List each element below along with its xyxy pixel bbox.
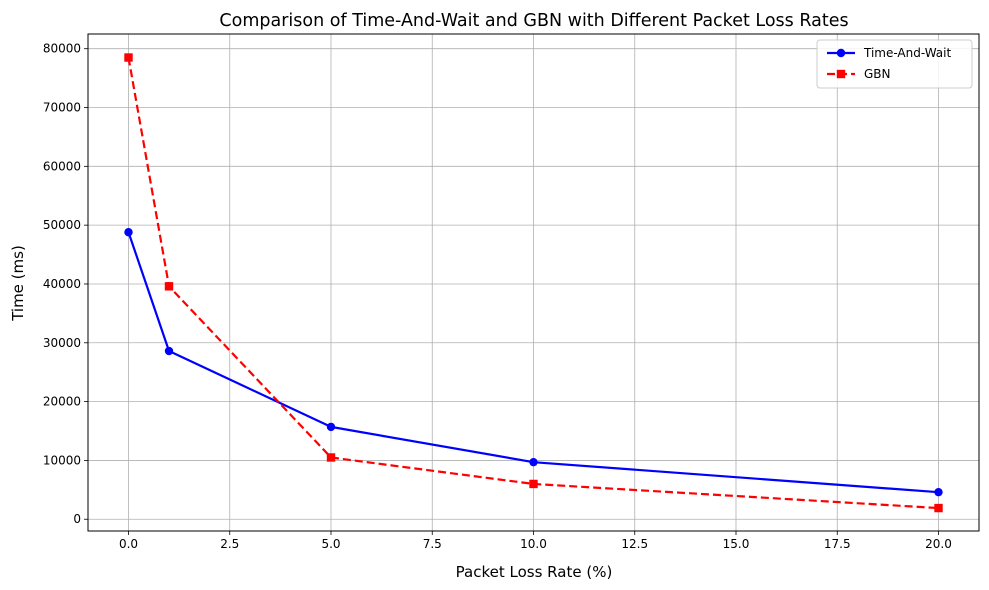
x-tick-label: 20.0 <box>925 537 952 551</box>
x-axis-label: Packet Loss Rate (%) <box>456 563 613 581</box>
y-tick-label: 50000 <box>43 218 81 232</box>
x-tick-label: 5.0 <box>321 537 340 551</box>
x-tick-label: 10.0 <box>520 537 547 551</box>
y-tick-label: 80000 <box>43 42 81 56</box>
data-point <box>124 53 133 62</box>
data-point <box>164 346 174 356</box>
legend-label: Time-And-Wait <box>863 46 951 60</box>
data-point <box>326 422 336 432</box>
y-tick-label: 10000 <box>43 453 81 467</box>
data-point <box>934 487 943 497</box>
chart-title: Comparison of Time-And-Wait and GBN with… <box>219 11 848 31</box>
data-point <box>326 453 336 462</box>
y-axis-label: Time (ms) <box>9 245 27 322</box>
x-tick-label: 7.5 <box>423 537 442 551</box>
y-tick-label: 0 <box>73 512 81 526</box>
legend-marker <box>836 48 846 58</box>
y-tick-label: 60000 <box>43 159 81 173</box>
series-1 <box>124 228 943 497</box>
y-tick-label: 30000 <box>43 336 81 350</box>
x-tick-label: 2.5 <box>220 537 239 551</box>
legend-marker <box>836 69 846 79</box>
data-point <box>164 282 174 291</box>
x-tick-label: 12.5 <box>621 537 648 551</box>
legend-label: GBN <box>864 67 891 81</box>
data-point <box>124 228 133 237</box>
legend: Time-And-Wait GBN <box>816 39 973 89</box>
data-point <box>529 457 538 467</box>
data-point <box>934 503 943 513</box>
axis-ticks: 0.0 2.5 5.0 7.5 10.0 12.5 15.0 17.5 20.0 0 10000 20… <box>43 42 952 551</box>
data-point <box>529 479 538 489</box>
legend-box <box>816 39 973 89</box>
series-2 <box>124 53 943 513</box>
y-tick-label: 70000 <box>43 101 81 115</box>
x-tick-label: 17.5 <box>824 537 851 551</box>
y-tick-label: 20000 <box>43 395 81 409</box>
x-tick-label: 0.0 <box>119 537 138 551</box>
y-tick-label: 40000 <box>43 277 81 291</box>
series-layer <box>124 53 943 513</box>
x-tick-label: 15.0 <box>723 537 750 551</box>
